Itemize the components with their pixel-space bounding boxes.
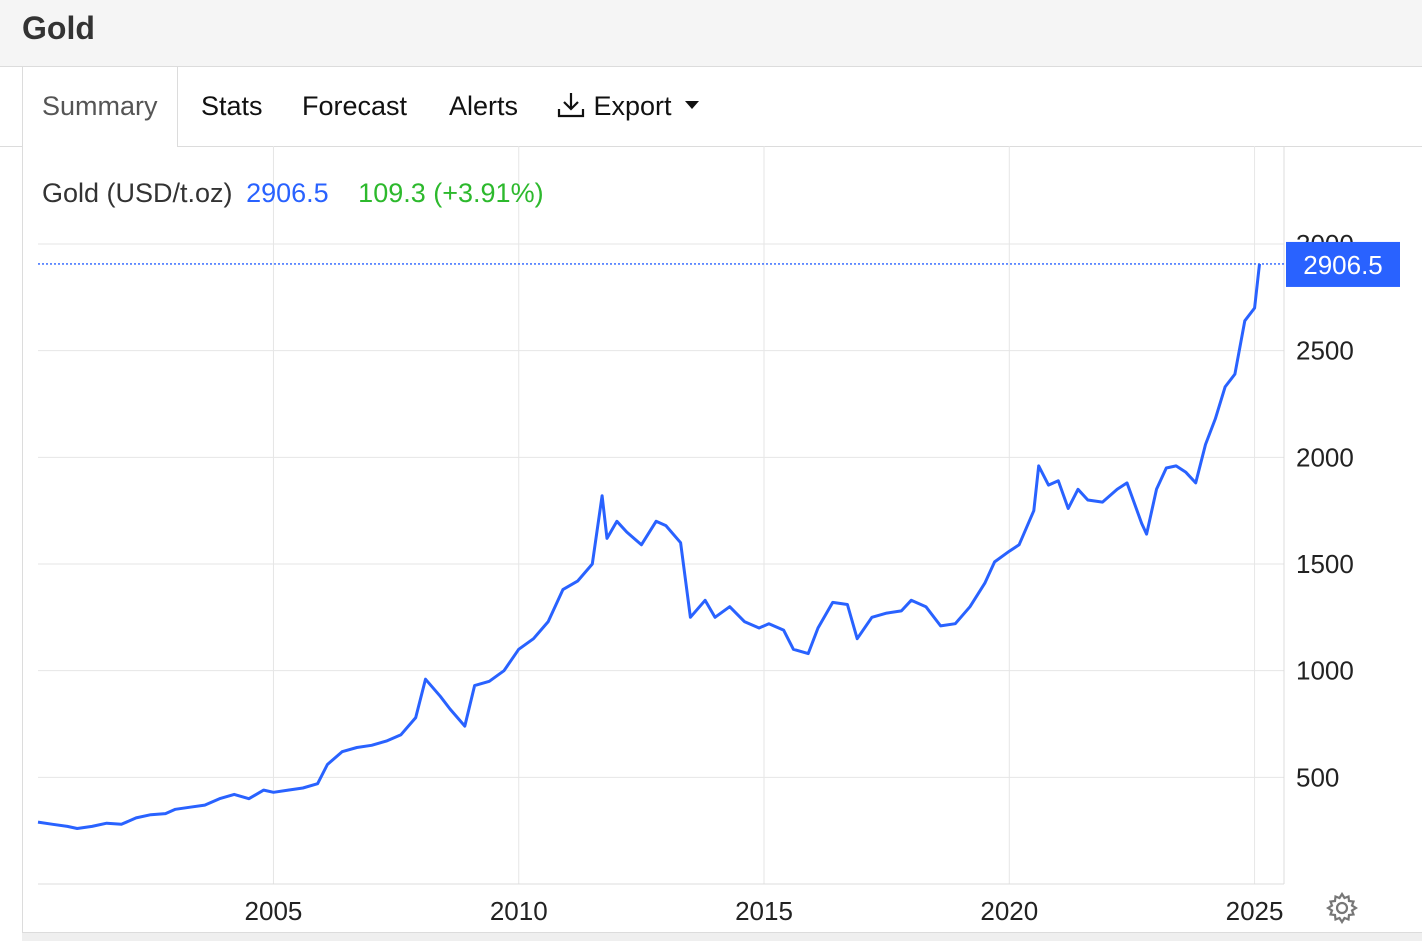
tab-alerts[interactable]: Alerts: [449, 67, 518, 146]
last-price-tag-bg: [1286, 241, 1400, 287]
last-price-tag: 2906.5: [1286, 241, 1400, 287]
y-tick-label-1000: 1000: [1296, 656, 1354, 686]
tab-stats[interactable]: Stats: [201, 67, 263, 146]
y-tick-label-500: 500: [1296, 762, 1339, 792]
tab-bar: Summary Stats Forecast Alerts Export: [0, 67, 1422, 147]
legend-change-value: 109.3: [358, 178, 426, 208]
y-tick-label-2500: 2500: [1296, 336, 1354, 366]
x-tick-label-2010: 2010: [490, 896, 548, 926]
y-tick-label-1500: 1500: [1296, 549, 1354, 579]
x-tick-label-2005: 2005: [245, 896, 303, 926]
y-tick-label-2000: 2000: [1296, 442, 1354, 472]
legend-change-pct: (+3.91%): [433, 178, 544, 208]
download-icon: [557, 92, 585, 117]
gear-icon[interactable]: [1326, 892, 1358, 924]
tab-alerts-label: Alerts: [449, 91, 519, 121]
tab-summary-label: Summary: [42, 91, 158, 121]
page-title: Gold: [22, 10, 95, 46]
legend-symbol: Gold (USD/t.oz): [42, 178, 233, 208]
y-axis-labels: 50010001500200025003000: [1296, 229, 1354, 792]
tab-export-label: Export: [593, 91, 672, 121]
x-tick-label-2015: 2015: [735, 896, 793, 926]
x-tick-label-2020: 2020: [980, 896, 1038, 926]
last-price-tag-text: 2906.5: [1303, 250, 1383, 280]
legend-change: 109.3 (+3.91%): [358, 178, 543, 208]
chevron-down-icon: [685, 100, 700, 109]
horizontal-grid: [38, 146, 1285, 885]
x-axis-labels: 2005 2010 2015 2020 2025: [245, 896, 1284, 926]
gold-price-line: [37, 263, 1261, 830]
legend-last-value: 2906.5: [246, 178, 329, 208]
tab-forecast-label: Forecast: [302, 91, 408, 121]
tab-stats-label: Stats: [201, 91, 263, 121]
top-bar: Gold: [0, 0, 1422, 67]
chart-legend: Gold (USD/t.oz) 2906.5 109.3 (+3.91%): [42, 178, 544, 209]
chart-panel: [22, 146, 1422, 936]
bottom-scroll-strip: [22, 932, 1422, 941]
vertical-grid: [272, 146, 1256, 884]
tab-summary[interactable]: Summary: [22, 67, 178, 147]
x-tick-label-2025: 2025: [1226, 896, 1284, 926]
tab-forecast[interactable]: Forecast: [302, 67, 407, 146]
tab-export[interactable]: Export: [556, 67, 700, 146]
